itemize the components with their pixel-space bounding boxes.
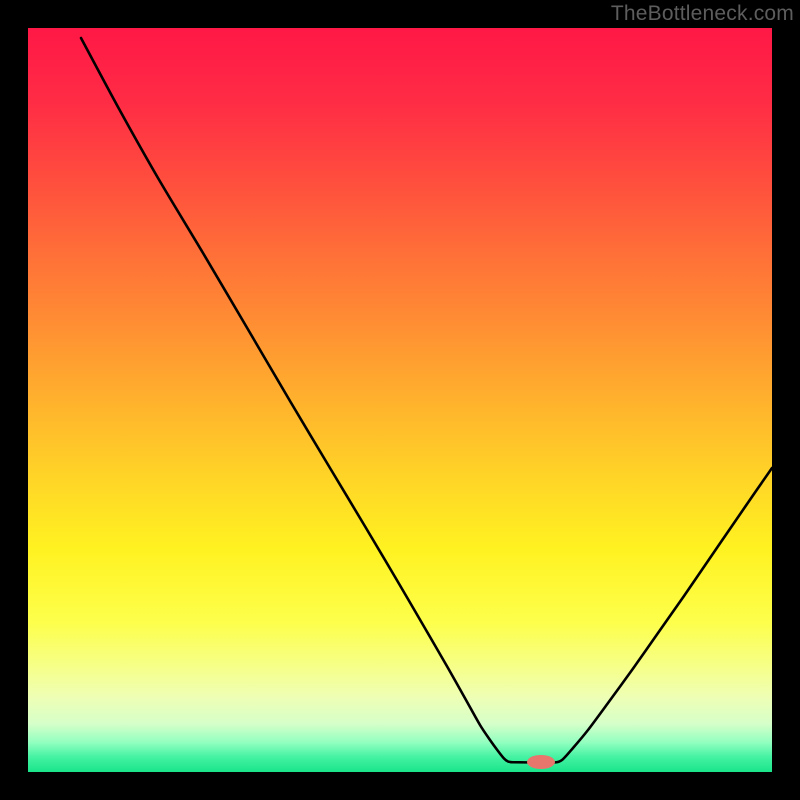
optimal-marker <box>527 755 555 769</box>
gradient-background <box>28 28 772 772</box>
bottleneck-chart <box>0 0 800 800</box>
watermark-text: TheBottleneck.com <box>611 2 794 26</box>
